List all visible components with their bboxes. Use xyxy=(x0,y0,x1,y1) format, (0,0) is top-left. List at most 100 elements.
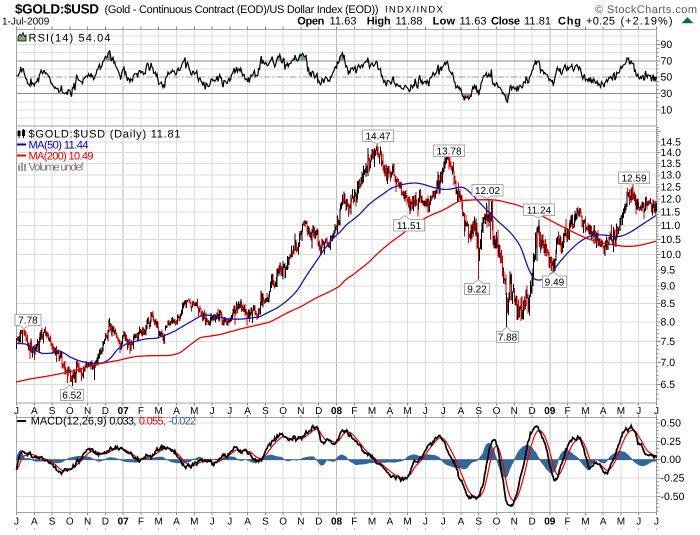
svg-text:MACD(12,26,9)0.033,0.055,-0.02: MACD(12,26,9) 0.033, 0.055, -0.022 xyxy=(31,416,197,428)
svg-text:RSI(14) 54.04: RSI(14) 54.04 xyxy=(29,33,111,45)
svg-text:$GOLD:$USD: $GOLD:$USD xyxy=(15,2,99,17)
svg-text:0.50: 0.50 xyxy=(661,418,682,430)
svg-text:M: M xyxy=(581,406,589,417)
svg-text:09: 09 xyxy=(544,406,556,417)
svg-text:N: N xyxy=(297,406,304,417)
svg-text:J: J xyxy=(441,406,446,417)
svg-text:A: A xyxy=(386,406,393,417)
svg-text:(Gold - Continuous Contract (E: (Gold - Continuous Contract (EOD)/US Dol… xyxy=(105,4,379,16)
svg-text:13.78: 13.78 xyxy=(436,146,461,157)
svg-text:M: M xyxy=(155,517,163,528)
svg-text:1-Jul-2009: 1-Jul-2009 xyxy=(2,17,50,28)
svg-text:M: M xyxy=(617,517,625,528)
svg-text:S: S xyxy=(49,406,56,417)
svg-text:J: J xyxy=(210,517,215,528)
svg-text:J: J xyxy=(636,517,641,528)
svg-text:0.00: 0.00 xyxy=(661,454,682,466)
svg-text:14.0: 14.0 xyxy=(661,147,682,159)
svg-text:10.0: 10.0 xyxy=(661,249,682,261)
svg-text:S: S xyxy=(262,406,269,417)
svg-text:F: F xyxy=(565,406,571,417)
svg-text:50: 50 xyxy=(661,72,673,84)
svg-text:F: F xyxy=(138,406,144,417)
svg-text:A: A xyxy=(244,517,251,528)
svg-text:M: M xyxy=(403,517,411,528)
svg-text:13.5: 13.5 xyxy=(661,158,682,170)
svg-text:N: N xyxy=(84,406,91,417)
svg-text:9.5: 9.5 xyxy=(661,264,676,276)
svg-text:$GOLD:$USD (Daily) 11.81: $GOLD:$USD (Daily) 11.81 xyxy=(29,129,181,141)
svg-text:14.47: 14.47 xyxy=(365,131,390,142)
svg-text:M: M xyxy=(155,406,163,417)
svg-text:30: 30 xyxy=(661,88,673,100)
svg-text:M: M xyxy=(403,406,411,417)
svg-text:A: A xyxy=(458,517,465,528)
svg-text:0.25: 0.25 xyxy=(661,436,682,448)
svg-text:8.0: 8.0 xyxy=(661,316,676,328)
svg-text:Volume undef: Volume undef xyxy=(29,162,85,174)
svg-text:10: 10 xyxy=(661,105,673,117)
svg-text:12.02: 12.02 xyxy=(475,186,500,197)
svg-text:F: F xyxy=(351,406,357,417)
svg-text:S: S xyxy=(49,517,56,528)
svg-text:70: 70 xyxy=(661,55,673,67)
svg-text:6.52: 6.52 xyxy=(62,390,82,401)
svg-text:J: J xyxy=(227,517,232,528)
svg-text:N: N xyxy=(511,406,518,417)
svg-text:J: J xyxy=(227,406,232,417)
svg-text:F: F xyxy=(565,517,571,528)
svg-text:J: J xyxy=(210,406,215,417)
svg-text:S: S xyxy=(475,517,482,528)
svg-text:7.78: 7.78 xyxy=(18,315,38,326)
svg-text:A: A xyxy=(173,406,180,417)
svg-text:A: A xyxy=(244,406,251,417)
svg-text:D: D xyxy=(528,517,535,528)
svg-text:A: A xyxy=(386,517,393,528)
svg-text:S: S xyxy=(262,517,269,528)
svg-text:8.5: 8.5 xyxy=(661,298,676,310)
svg-text:J: J xyxy=(423,406,428,417)
svg-text:12.0: 12.0 xyxy=(661,194,682,206)
svg-text:O: O xyxy=(493,406,501,417)
svg-text:7.5: 7.5 xyxy=(661,336,676,348)
svg-text:F: F xyxy=(138,517,144,528)
svg-text:D: D xyxy=(315,517,322,528)
svg-text:7.88: 7.88 xyxy=(498,332,518,343)
svg-text:08: 08 xyxy=(331,406,343,417)
svg-text:11.0: 11.0 xyxy=(661,220,681,232)
svg-text:08: 08 xyxy=(331,517,343,528)
svg-text:O: O xyxy=(66,517,74,528)
svg-text:D: D xyxy=(102,406,109,417)
svg-text:N: N xyxy=(511,517,518,528)
svg-text:J: J xyxy=(441,517,446,528)
svg-text:7.0: 7.0 xyxy=(661,357,676,369)
svg-text:-0.50: -0.50 xyxy=(661,491,685,503)
svg-text:A: A xyxy=(600,517,607,528)
svg-text:6.5: 6.5 xyxy=(661,379,676,391)
svg-text:N: N xyxy=(297,517,304,528)
svg-text:14.5: 14.5 xyxy=(661,136,682,148)
svg-text:13.0: 13.0 xyxy=(661,169,682,181)
svg-text:O: O xyxy=(66,406,74,417)
svg-text:11.5: 11.5 xyxy=(661,207,681,219)
svg-text:INDX/INDX: INDX/INDX xyxy=(385,5,443,16)
svg-text:M: M xyxy=(190,406,198,417)
svg-text:11.51: 11.51 xyxy=(397,221,422,232)
svg-text:D: D xyxy=(528,406,535,417)
svg-text:MA(50) 11.44: MA(50) 11.44 xyxy=(29,140,89,152)
svg-text:J: J xyxy=(654,517,659,528)
svg-text:07: 07 xyxy=(118,406,130,417)
svg-text:90: 90 xyxy=(661,39,673,51)
svg-text:A: A xyxy=(173,517,180,528)
svg-text:09: 09 xyxy=(544,517,556,528)
svg-text:J: J xyxy=(654,406,659,417)
svg-text:O: O xyxy=(279,406,287,417)
svg-text:9.0: 9.0 xyxy=(661,281,676,293)
svg-text:10.5: 10.5 xyxy=(661,234,682,246)
svg-text:J: J xyxy=(14,517,19,528)
svg-text:M: M xyxy=(190,517,198,528)
svg-text:A: A xyxy=(600,406,607,417)
svg-text:N: N xyxy=(84,517,91,528)
svg-text:9.22: 9.22 xyxy=(467,284,487,295)
